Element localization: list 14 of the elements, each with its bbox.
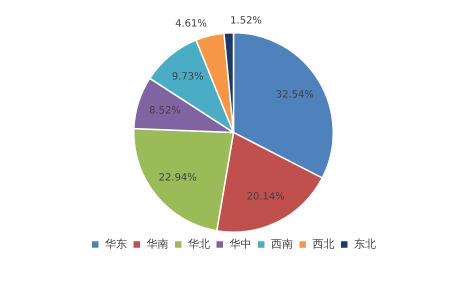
legend-label: 华中 [229,237,252,250]
data-label: 9.73% [172,72,204,83]
legend-label: 华南 [146,237,168,250]
legend-label: 西南 [270,237,293,250]
data-label: 8.52% [149,105,181,116]
data-label: 1.52% [230,15,262,26]
legend-label: 华东 [104,237,127,250]
legend-label: 东北 [354,237,376,250]
data-label: 32.54% [276,90,314,101]
legend-label: 西北 [312,237,334,250]
legend-label: 华北 [188,237,210,250]
data-label: 4.61% [175,18,207,30]
data-label: 22.94% [158,172,197,184]
data-label: 20.14% [246,191,285,202]
